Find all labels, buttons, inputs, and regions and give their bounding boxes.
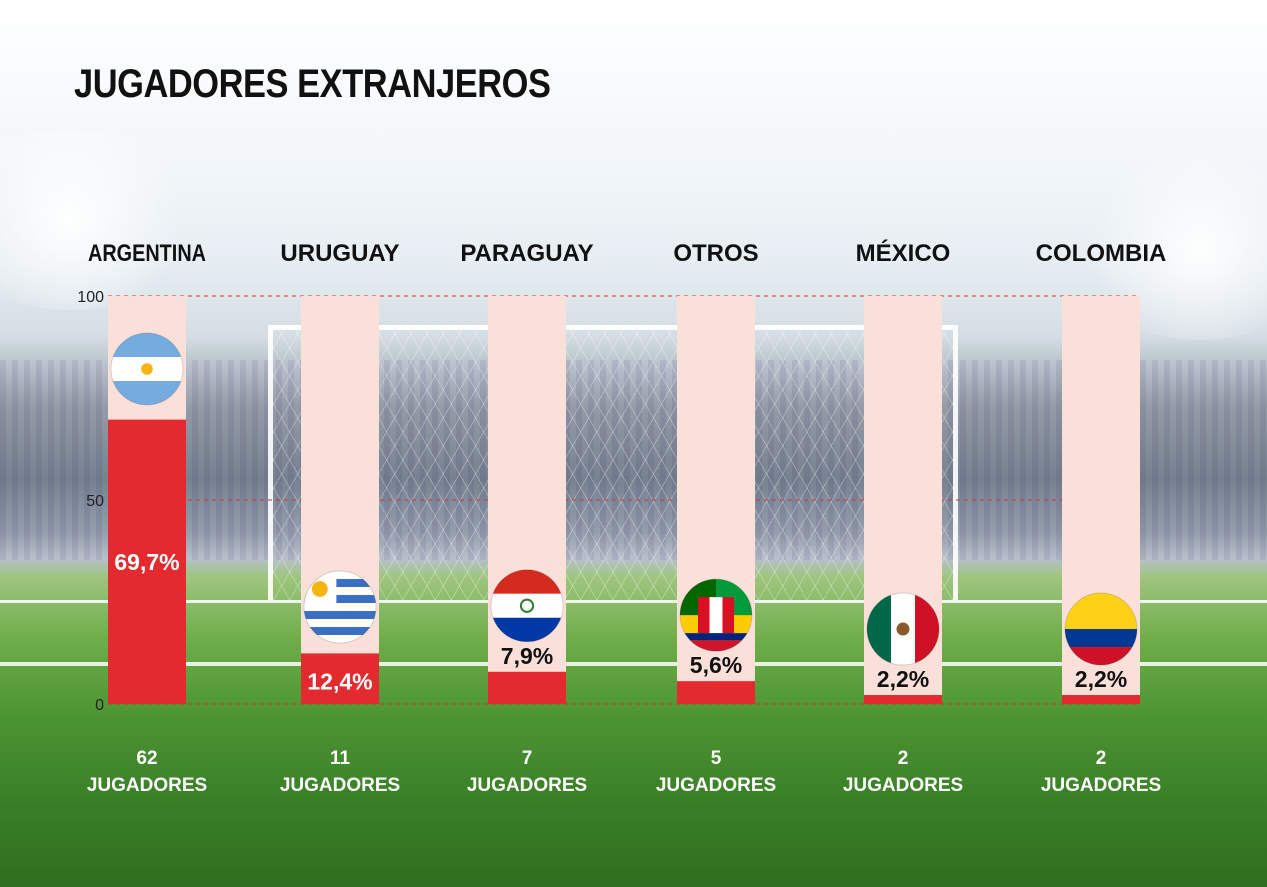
bar: [864, 695, 942, 704]
flag-stripe: [1065, 629, 1137, 648]
stadium-light-left: [0, 130, 200, 310]
player-count-unit: JUGADORES: [280, 775, 400, 796]
player-count: 5: [711, 748, 722, 769]
player-count: 62: [136, 748, 157, 769]
value-label: 69,7%: [114, 549, 179, 575]
category-label: URUGUAY: [280, 240, 399, 267]
seal-icon: [519, 598, 535, 613]
flag-rim: [679, 578, 753, 652]
flag-stripe: [304, 619, 376, 627]
flag-stripe: [304, 579, 376, 587]
goal-net: [268, 325, 958, 600]
value-label: 7,9%: [501, 643, 553, 669]
player-count-unit: JUGADORES: [656, 775, 776, 796]
category-label: OTROS: [673, 240, 758, 267]
category-label: MÉXICO: [856, 239, 951, 267]
flag-stripe: [304, 571, 376, 579]
flag-stripe: [304, 635, 376, 643]
flag-rim: [490, 569, 564, 643]
player-count: 2: [898, 748, 909, 769]
flag-stripe: [304, 603, 376, 611]
flag-stripe: [304, 611, 376, 619]
stadium-crowd: [0, 360, 1267, 560]
value-label: 2,2%: [1075, 666, 1127, 692]
value-label: 2,2%: [877, 666, 929, 692]
sun-icon: [311, 581, 328, 597]
player-count-unit: JUGADORES: [87, 775, 207, 796]
flag-rim: [1064, 592, 1138, 666]
player-count: 7: [522, 748, 533, 769]
bar: [301, 653, 379, 704]
flag-stripe: [304, 595, 376, 603]
value-label: 5,6%: [690, 652, 742, 678]
bar: [488, 671, 566, 704]
venezuela-flag-part: [680, 640, 752, 652]
y-tick-label: 0: [95, 697, 104, 714]
player-count: 2: [1096, 748, 1107, 769]
field-line-top: [0, 600, 1267, 603]
category-label: COLOMBIA: [1036, 240, 1167, 267]
flag-stripe: [491, 593, 563, 618]
flag-stripe: [304, 627, 376, 635]
eagle-icon: [896, 622, 910, 636]
peru-flag-part: [709, 597, 723, 634]
bar: [1062, 695, 1140, 704]
y-tick-label: 50: [86, 493, 104, 510]
y-tick-label: 100: [77, 289, 104, 306]
chart-title: JUGADORES EXTRANJEROS: [74, 62, 551, 106]
sun-icon: [141, 363, 153, 375]
otros-flags-icon: [680, 579, 752, 652]
category-label: PARAGUAY: [460, 240, 593, 267]
value-label: 12,4%: [307, 668, 372, 694]
colombia-flag-icon: [1065, 593, 1137, 666]
player-count-unit: JUGADORES: [843, 775, 963, 796]
bar: [108, 419, 186, 704]
venezuela-flag-part: [680, 633, 752, 641]
player-count-unit: JUGADORES: [1041, 775, 1161, 796]
player-count: 11: [330, 748, 351, 769]
flag-rim: [866, 592, 940, 666]
flag-rim: [303, 570, 377, 644]
bar: [677, 681, 755, 704]
flag-rim: [110, 332, 184, 406]
paraguay-flag-icon: [491, 569, 563, 642]
uruguay-flag-icon: [304, 571, 376, 643]
field-line-mid: [0, 662, 1267, 666]
category-label: ARGENTINA: [88, 240, 206, 267]
player-count-unit: JUGADORES: [467, 775, 587, 796]
flag-stripe: [304, 587, 376, 595]
